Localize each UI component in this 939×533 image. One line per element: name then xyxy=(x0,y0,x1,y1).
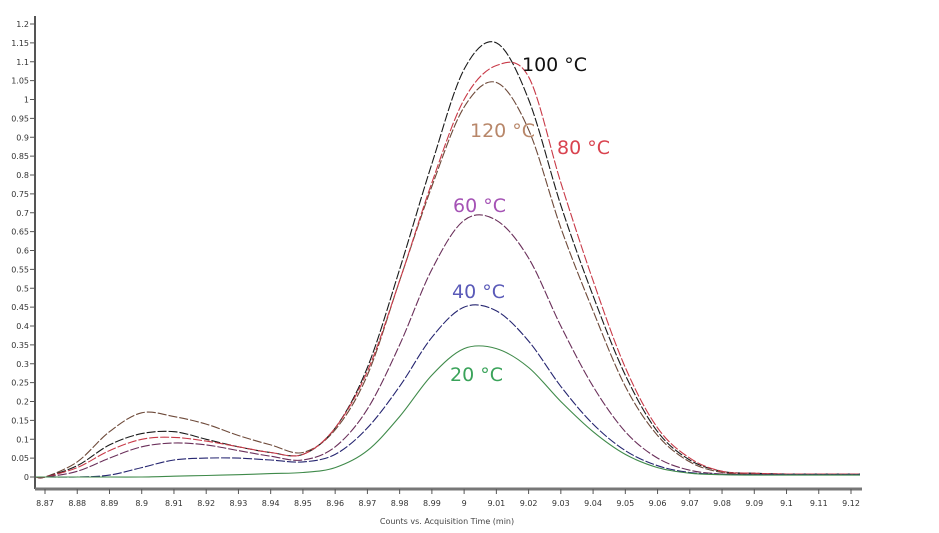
series-label: 80 °C xyxy=(557,137,610,159)
series-line-120c xyxy=(35,81,861,479)
x-tick-label: 9.07 xyxy=(681,499,699,508)
series-labels: 120 °C 100 °C 80 °C 60 °C 40 °C 20 °C xyxy=(450,54,610,386)
y-tick-label: 0.5 xyxy=(16,284,29,293)
y-tick-label: 0.8 xyxy=(16,171,29,180)
x-tick-label: 9.09 xyxy=(745,499,763,508)
x-tick-label: 9.06 xyxy=(649,499,667,508)
y-tick-label: 0 xyxy=(24,473,29,482)
series-line-40c xyxy=(36,304,860,478)
series-label: 40 °C xyxy=(452,281,505,303)
y-tick-label: 0.45 xyxy=(11,303,29,312)
y-axis: 0 0.05 0.1 0.15 0.2 0.25 0.3 0.35 0.4 0.45 0.5 0.55… xyxy=(11,16,36,489)
x-tick-label: 8.88 xyxy=(68,499,86,508)
x-tick-label: 8.91 xyxy=(165,499,183,508)
y-tick-label: 0.55 xyxy=(11,265,29,274)
x-tick-label: 9.12 xyxy=(842,499,860,508)
x-tick-label: 8.98 xyxy=(391,499,409,508)
y-tick-label: 0.25 xyxy=(11,379,29,388)
x-tick-label: 8.99 xyxy=(423,499,441,508)
y-tick-label: 0.05 xyxy=(11,454,29,463)
x-tick-label: 8.93 xyxy=(230,499,248,508)
x-tick-label: 9.08 xyxy=(713,499,731,508)
y-tick-label: 0.1 xyxy=(16,435,29,444)
y-tick-label: 1.05 xyxy=(11,77,29,86)
x-tick-label: 8.92 xyxy=(197,499,215,508)
x-tick-label: 9.04 xyxy=(584,499,602,508)
y-tick-label: 0.4 xyxy=(16,322,29,331)
x-tick-label: 9.05 xyxy=(616,499,634,508)
series-line-80c xyxy=(35,61,860,479)
y-tick-label: 0.75 xyxy=(11,190,29,199)
x-axis: 8.87 8.88 8.89 8.9 8.91 8.92 8.93 8.94 8.95 8.96 8… xyxy=(35,487,862,508)
y-tick-label: 0.9 xyxy=(16,133,29,142)
series-label: 120 °C xyxy=(470,120,535,142)
x-tick-label: 8.87 xyxy=(36,499,54,508)
y-tick-label: 0.65 xyxy=(11,228,29,237)
y-tick-label: 1 xyxy=(24,96,29,105)
y-tick-label: 1.15 xyxy=(11,39,29,48)
x-tick-label: 9.1 xyxy=(780,499,793,508)
y-tick-label: 0.95 xyxy=(11,114,29,123)
x-tick-label: 9.03 xyxy=(552,499,570,508)
y-tick-label: 0.15 xyxy=(11,416,29,425)
x-tick-label: 9.02 xyxy=(520,499,538,508)
y-tick-label: 0.35 xyxy=(11,341,29,350)
y-tick-label: 1.2 xyxy=(16,20,29,29)
x-tick-label: 8.95 xyxy=(294,499,312,508)
series-line-60c xyxy=(35,214,861,478)
series-line-100c xyxy=(35,41,860,479)
x-tick-label: 9 xyxy=(462,499,467,508)
series-lines xyxy=(35,41,861,479)
y-tick-label: 0.2 xyxy=(16,398,29,407)
y-tick-label: 0.7 xyxy=(16,209,29,218)
series-label: 100 °C xyxy=(522,54,587,76)
y-tick-label: 0.85 xyxy=(11,152,29,161)
x-tick-label: 8.9 xyxy=(135,499,148,508)
series-label: 20 °C xyxy=(450,364,503,386)
y-tick-label: 0.6 xyxy=(16,247,29,256)
x-tick-label: 8.94 xyxy=(262,499,280,508)
y-tick-label: 0.3 xyxy=(16,360,29,369)
x-tick-label: 8.96 xyxy=(326,499,344,508)
x-tick-label: 8.97 xyxy=(358,499,376,508)
x-axis-label: Counts vs. Acquisition Time (min) xyxy=(380,517,514,526)
series-label: 60 °C xyxy=(453,195,506,217)
series-line-20c xyxy=(36,345,860,478)
x-tick-label: 8.89 xyxy=(101,499,119,508)
x-tick-label: 9.11 xyxy=(810,499,828,508)
y-tick-label: 1.1 xyxy=(16,58,29,67)
x-tick-label: 9.01 xyxy=(487,499,505,508)
